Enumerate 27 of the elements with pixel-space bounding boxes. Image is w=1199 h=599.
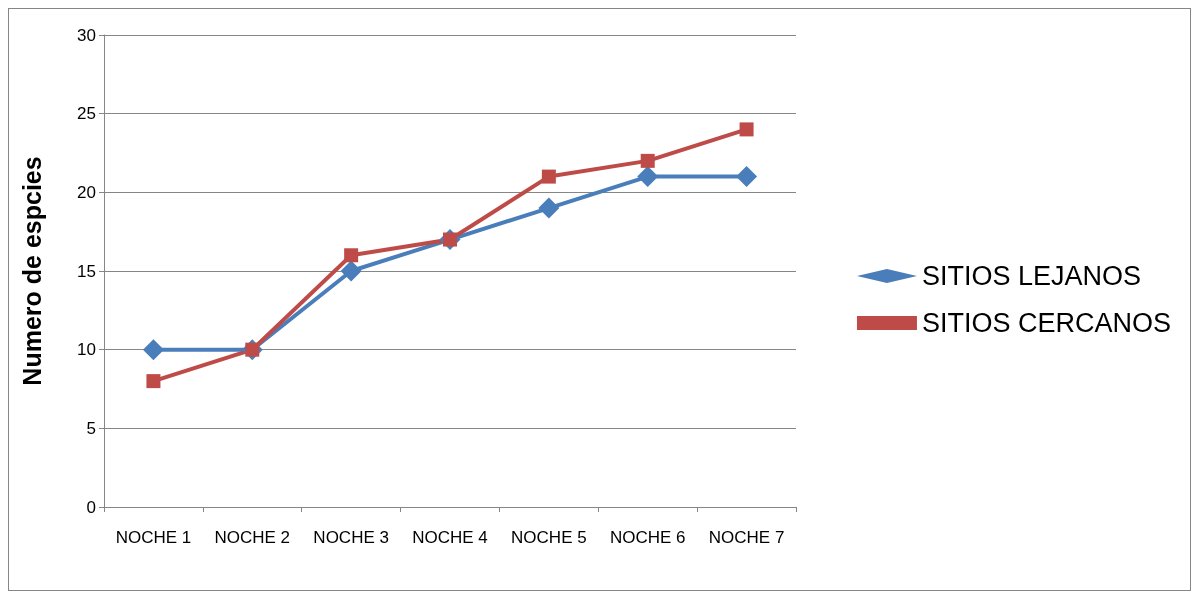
legend-label: SITIOS CERCANOS [921, 308, 1172, 338]
point [739, 122, 754, 137]
x-tick-label: NOCHE 6 [609, 528, 686, 547]
point [146, 374, 161, 389]
point [736, 166, 758, 188]
x-tick-label: NOCHE 7 [708, 528, 785, 547]
y-tick-label: 30 [77, 25, 96, 45]
y-tick-label: 20 [77, 182, 96, 202]
point [344, 248, 359, 263]
point [637, 166, 659, 188]
y-tick-label: 0 [86, 497, 96, 517]
y-tick-label: 25 [77, 104, 96, 124]
legend-label: SITIOS LEJANOS [921, 261, 1142, 291]
x-tick-label: NOCHE 1 [115, 528, 192, 547]
point [142, 339, 164, 361]
x-tick-label: NOCHE 2 [214, 528, 291, 547]
point [640, 153, 655, 168]
y-tick-label: 10 [77, 340, 96, 360]
x-tick-label: NOCHE 4 [412, 528, 488, 547]
point [538, 197, 560, 219]
x-tick-label: NOCHE 5 [511, 528, 587, 547]
y-tick-label: 5 [86, 418, 96, 438]
point [340, 260, 362, 282]
point [541, 169, 556, 184]
y-axis-title: Numero de espcies [17, 156, 46, 386]
y-tick-label: 15 [77, 261, 96, 281]
x-tick-label: NOCHE 3 [313, 528, 389, 547]
